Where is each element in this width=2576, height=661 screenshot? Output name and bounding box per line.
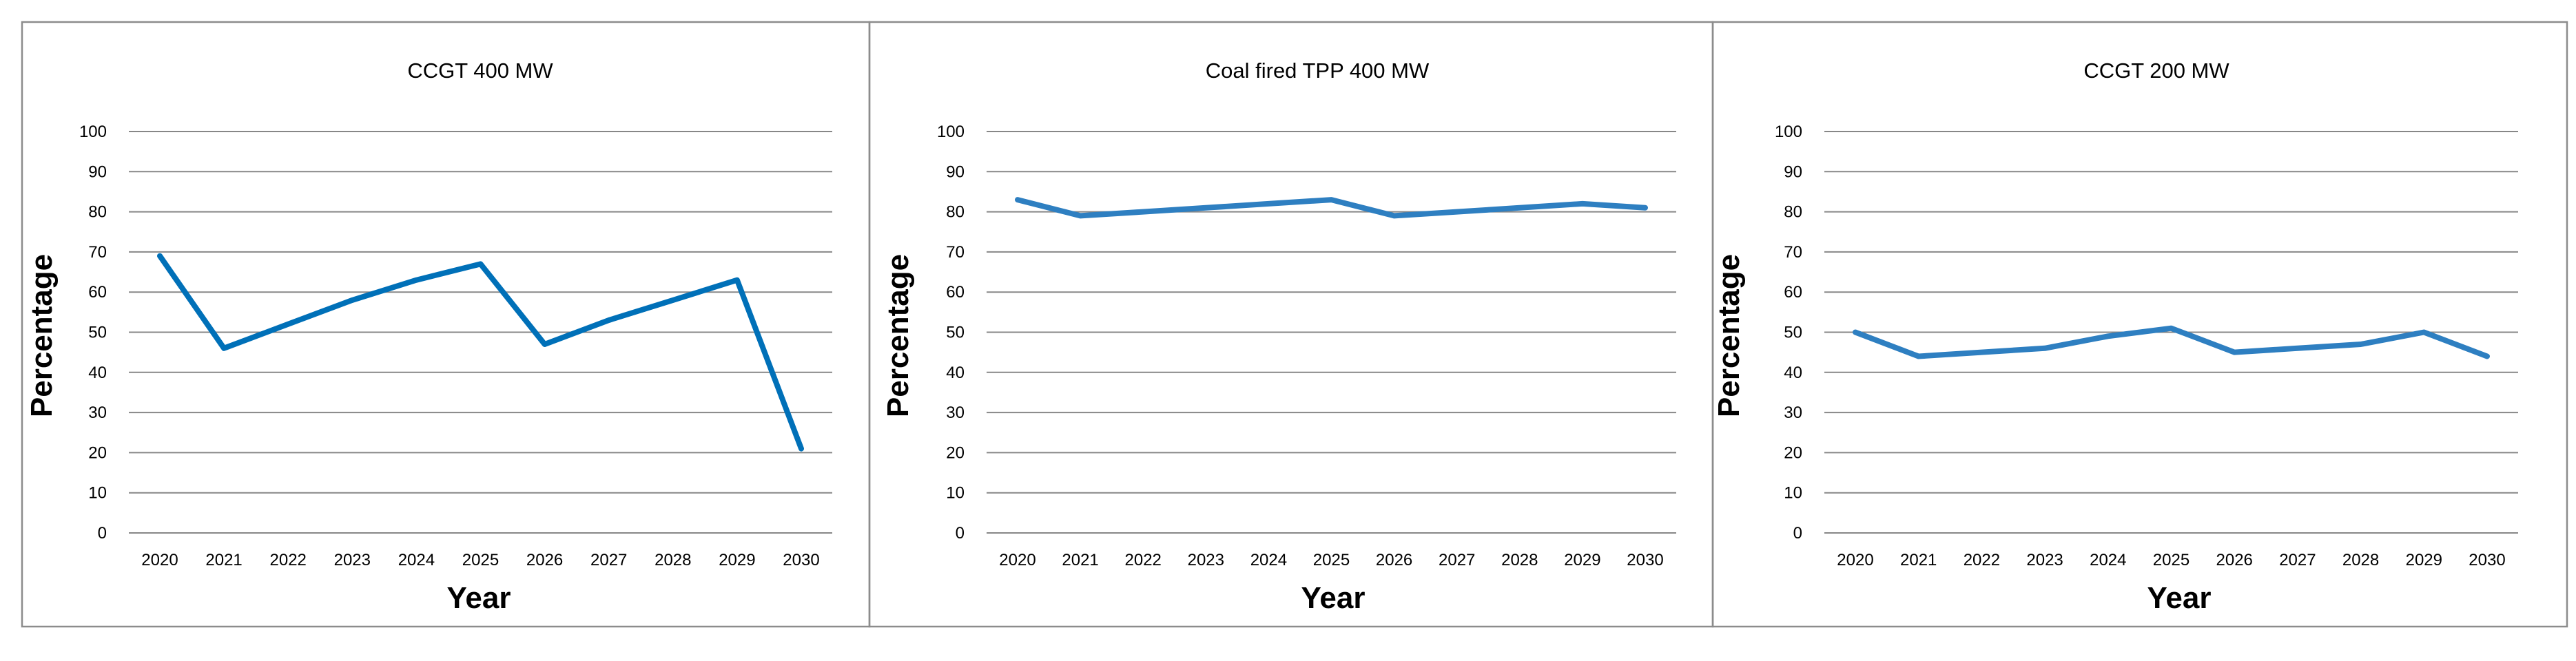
chart1-y-tick-50: 50 (88, 324, 107, 342)
chart3-x-tick-2022: 2022 (1964, 551, 2000, 569)
chart1-x-tick-2027: 2027 (590, 551, 627, 569)
chart3-x-tick-2029: 2029 (2406, 551, 2442, 569)
chart1-y-tick-40: 40 (88, 364, 107, 382)
chart2-x-tick-2022: 2022 (1125, 551, 1162, 569)
chart3-x-tick-2023: 2023 (2026, 551, 2063, 569)
chart1-y-tick-80: 80 (88, 203, 107, 222)
chart2-series-line (1015, 197, 1648, 219)
chart3-x-tick-2028: 2028 (2342, 551, 2379, 569)
chart2-y-tick-0: 0 (956, 524, 965, 543)
chart2-x-tick-2023: 2023 (1188, 551, 1224, 569)
chart2-y-tick-100: 100 (937, 123, 965, 141)
chart2-y-axis-label: Percentage (881, 254, 915, 417)
chart3-x-tick-2027: 2027 (2279, 551, 2316, 569)
chart1-x-tick-2030: 2030 (783, 551, 819, 569)
chart2-x-tick-2024: 2024 (1250, 551, 1287, 569)
chart2-x-tick-2030: 2030 (1627, 551, 1663, 569)
chart3-y-tick-30: 30 (1784, 403, 1802, 422)
chart2-y-tick-90: 90 (946, 162, 965, 181)
chart3-title: CCGT 200 MW (2083, 59, 2229, 83)
chart3-x-tick-2021: 2021 (1900, 551, 1937, 569)
chart2-x-tick-2029: 2029 (1564, 551, 1600, 569)
chart1-x-tick-2029: 2029 (719, 551, 755, 569)
chart3-y-tick-0: 0 (1793, 524, 1802, 543)
chart2-border (868, 21, 1714, 628)
chart1-x-tick-2025: 2025 (462, 551, 499, 569)
chart3-x-tick-2026: 2026 (2216, 551, 2253, 569)
chart1-x-tick-2020: 2020 (141, 551, 178, 569)
chart3-y-tick-100: 100 (1775, 123, 1802, 141)
chart1-y-tick-70: 70 (88, 243, 107, 262)
chart2-x-tick-2021: 2021 (1062, 551, 1098, 569)
chart2-y-tick-60: 60 (946, 283, 965, 302)
chart3-y-tick-20: 20 (1784, 443, 1802, 462)
chart2-y-tick-20: 20 (946, 443, 965, 462)
chart2-y-tick-30: 30 (946, 403, 965, 422)
chart1-y-tick-60: 60 (88, 283, 107, 302)
chart3-y-tick-80: 80 (1784, 203, 1802, 222)
chart3-y-tick-50: 50 (1784, 324, 1802, 342)
chart3-x-axis-label: Year (2147, 581, 2212, 615)
chart1-x-tick-2028: 2028 (655, 551, 691, 569)
chart1-y-axis-label: Percentage (25, 254, 59, 417)
chart2-x-tick-2025: 2025 (1313, 551, 1350, 569)
chart1-x-tick-2023: 2023 (334, 551, 371, 569)
chart1-x-tick-2026: 2026 (526, 551, 563, 569)
chart2-x-tick-2028: 2028 (1501, 551, 1538, 569)
chart1-x-tick-2021: 2021 (205, 551, 242, 569)
chart1-x-tick-2022: 2022 (270, 551, 307, 569)
chart1-border (21, 21, 871, 628)
chart1-y-tick-90: 90 (88, 162, 107, 181)
chart2-x-tick-2026: 2026 (1376, 551, 1412, 569)
chart3-y-tick-40: 40 (1784, 364, 1802, 382)
chart2-y-tick-80: 80 (946, 203, 965, 222)
chart2-x-tick-2027: 2027 (1439, 551, 1475, 569)
chart3-x-tick-2020: 2020 (1837, 551, 1873, 569)
chart1-x-tick-2024: 2024 (398, 551, 435, 569)
chart2-y-tick-40: 40 (946, 364, 965, 382)
chart3-y-tick-90: 90 (1784, 162, 1802, 181)
chart3-y-tick-70: 70 (1784, 243, 1802, 262)
chart1-series-line (157, 253, 804, 452)
chart3-x-tick-2025: 2025 (2153, 551, 2189, 569)
chart1-y-tick-20: 20 (88, 443, 107, 462)
chart2-y-tick-70: 70 (946, 243, 965, 262)
chart2-title: Coal fired TPP 400 MW (1206, 59, 1430, 83)
chart2-y-tick-10: 10 (946, 484, 965, 503)
chart3-border (1711, 21, 2568, 628)
chart3-x-tick-2024: 2024 (2090, 551, 2126, 569)
chart1-y-tick-0: 0 (98, 524, 107, 543)
chart1-title: CCGT 400 MW (407, 59, 553, 83)
chart3-y-tick-10: 10 (1784, 484, 1802, 503)
chart1-y-tick-30: 30 (88, 403, 107, 422)
chart3-x-tick-2030: 2030 (2469, 551, 2505, 569)
chart3-y-tick-60: 60 (1784, 283, 1802, 302)
chart1-y-tick-10: 10 (88, 484, 107, 503)
chart3-y-axis-label: Percentage (1712, 254, 1746, 417)
chart1-x-axis-label: Year (447, 581, 511, 615)
chart2-y-tick-50: 50 (946, 324, 965, 342)
chart1-y-tick-100: 100 (79, 123, 107, 141)
chart2-x-axis-label: Year (1301, 581, 1366, 615)
chart2-x-tick-2020: 2020 (999, 551, 1035, 569)
